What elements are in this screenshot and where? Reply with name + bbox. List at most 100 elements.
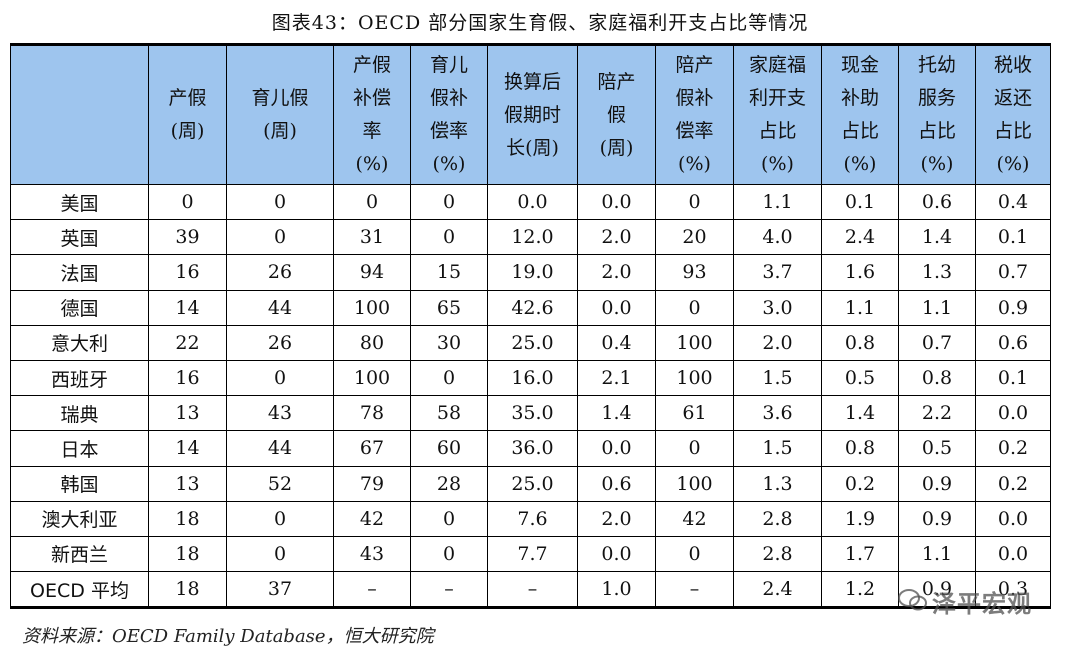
column-header-line: 率	[362, 120, 382, 142]
table-cell: 0	[226, 500, 334, 537]
column-header-line: (%)	[355, 153, 389, 175]
figure-title: 图表43：OECD 部分国家生育假、家庭福利开支占比等情况	[271, 12, 809, 34]
table-cell: 100	[333, 289, 411, 326]
column-header-line: 陪产	[675, 54, 714, 76]
table-cell: 100	[655, 324, 734, 361]
table-cell: 0	[655, 289, 734, 326]
table-cell: 13	[148, 465, 227, 502]
country-name-cell: 韩国	[10, 465, 149, 502]
table-cell: 0	[655, 183, 734, 221]
table-cell: 58	[410, 395, 488, 432]
table-cell: 1.5	[733, 430, 822, 467]
table-cell: 60	[410, 430, 488, 467]
table-cell: 31	[333, 219, 411, 256]
column-header: 产假 补偿率 (%)	[333, 43, 411, 185]
table-cell: 1.1	[898, 535, 976, 573]
table-cell: 0.7	[975, 254, 1051, 291]
table-cell: 79	[333, 465, 411, 502]
table-cell: 0.6	[898, 183, 976, 221]
table-cell: 1.9	[821, 500, 899, 537]
table-cell: 19.0	[487, 254, 578, 291]
country-name-cell: OECD 平均	[10, 571, 149, 610]
table-cell: 12.0	[487, 219, 578, 256]
table-body: 美国 0 0 0 0 0.0 0.0 0 1.1 0.1 0.6 0.4 英国 39 0 31 0 12.0 2.0…	[10, 183, 1051, 610]
table-cell: 35.0	[487, 395, 578, 432]
column-header-line: 育儿假	[251, 87, 309, 109]
table-cell: 1.4	[898, 219, 976, 256]
column-header-line: (%)	[678, 153, 711, 175]
table-cell: 1.1	[733, 183, 822, 221]
table-cell: 52	[226, 465, 334, 502]
column-header-line: 假补	[429, 87, 468, 109]
table-row: 瑞典 13 43 78 58 35.0 1.4 61 3.6 1.4 2.2 0.0	[10, 395, 1051, 432]
table-cell: 0.8	[821, 430, 899, 467]
table-cell: 2.0	[577, 254, 656, 291]
column-header-line: (周)	[263, 120, 297, 142]
column-header: 家庭福 利开支 占比 (%)	[733, 43, 822, 185]
column-header-line: 假补	[675, 87, 714, 109]
table-cell: 3.0	[733, 289, 822, 326]
table-cell: 43	[226, 395, 334, 432]
table-cell: 2.4	[733, 571, 822, 610]
table-cell: 0.0	[487, 183, 578, 221]
table-cell: 0	[410, 535, 488, 573]
table-row: 日本 14 44 67 60 36.0 0.0 0 1.5 0.8 0.5 0.2	[10, 430, 1051, 467]
table-cell: 3.6	[733, 395, 822, 432]
table-row: 西班牙 16 0 100 0 16.0 2.1 100 1.5 0.5 0.8 0.1	[10, 359, 1051, 397]
column-header-line: (%)	[761, 153, 794, 175]
table-cell: 43	[333, 535, 411, 573]
watermark-text: 泽平宏观	[932, 590, 1032, 618]
column-header-line: (%)	[432, 153, 466, 175]
column-header-line: 税收	[993, 54, 1032, 76]
table-cell: 94	[333, 254, 411, 291]
table-cell: 93	[655, 254, 734, 291]
column-header-line: 偿率	[675, 120, 714, 142]
table-cell: 39	[148, 219, 227, 256]
table-cell: 0.9	[898, 465, 976, 502]
table-cell: 7.7	[487, 535, 578, 573]
column-header-line: 占比	[840, 120, 879, 142]
column-header: 育儿假 (周)	[226, 43, 334, 185]
table-cell: 0.0	[577, 430, 656, 467]
column-header-line: 利开支	[748, 87, 806, 109]
table-cell: 0.4	[975, 183, 1051, 221]
table-cell: 42	[655, 500, 734, 537]
table-cell: 0.5	[821, 359, 899, 397]
country-name-cell: 新西兰	[10, 535, 149, 573]
column-header-line: (周)	[170, 120, 205, 142]
table-cell: 0.0	[975, 395, 1051, 432]
column-header-line: 假	[606, 103, 626, 126]
column-header-line: 假期时	[503, 103, 561, 126]
table-cell: 25.0	[487, 465, 578, 502]
table-cell: 0	[148, 183, 227, 221]
table-cell: 2.0	[733, 324, 822, 361]
table-cell: 0.5	[898, 430, 976, 467]
table-cell: 0.1	[975, 359, 1051, 397]
table-row: 意大利 22 26 80 30 25.0 0.4 100 2.0 0.8 0.7 0.6	[10, 324, 1051, 361]
table-cell: 0.2	[821, 465, 899, 502]
column-header-line: 产假	[168, 87, 207, 109]
column-header-line: (%)	[843, 153, 877, 175]
table-cell: 1.7	[821, 535, 899, 573]
table-cell: 42	[333, 500, 411, 537]
table-cell: 1.6	[821, 254, 899, 291]
table-cell: 1.0	[577, 571, 656, 610]
table-header-row: 产假 (周) 育儿假 (周) 产假 补偿率 (%) 育儿 假补 偿率 (%) 换算后 假期时 长(周) 陪产…	[10, 43, 1051, 185]
wechat-icon	[898, 589, 927, 611]
table-cell: 0.0	[975, 500, 1051, 537]
country-name-cell: 德国	[10, 289, 149, 326]
table-cell: 0.0	[975, 535, 1051, 573]
table-cell: 0	[410, 359, 488, 397]
table-cell: 2.8	[733, 500, 822, 537]
table-cell: 2.2	[898, 395, 976, 432]
table-cell: 0.3	[975, 571, 1051, 610]
table-cell: 18	[148, 571, 227, 610]
table-cell: 1.3	[898, 254, 976, 291]
table-cell: 0	[655, 430, 734, 467]
table-cell: 42.6	[487, 289, 578, 326]
country-name-cell: 美国	[10, 183, 149, 221]
table-cell: 0	[226, 219, 334, 256]
column-header-line: 占比	[758, 120, 797, 142]
column-header: 育儿 假补 偿率 (%)	[410, 43, 488, 185]
table-cell: 67	[333, 430, 411, 467]
